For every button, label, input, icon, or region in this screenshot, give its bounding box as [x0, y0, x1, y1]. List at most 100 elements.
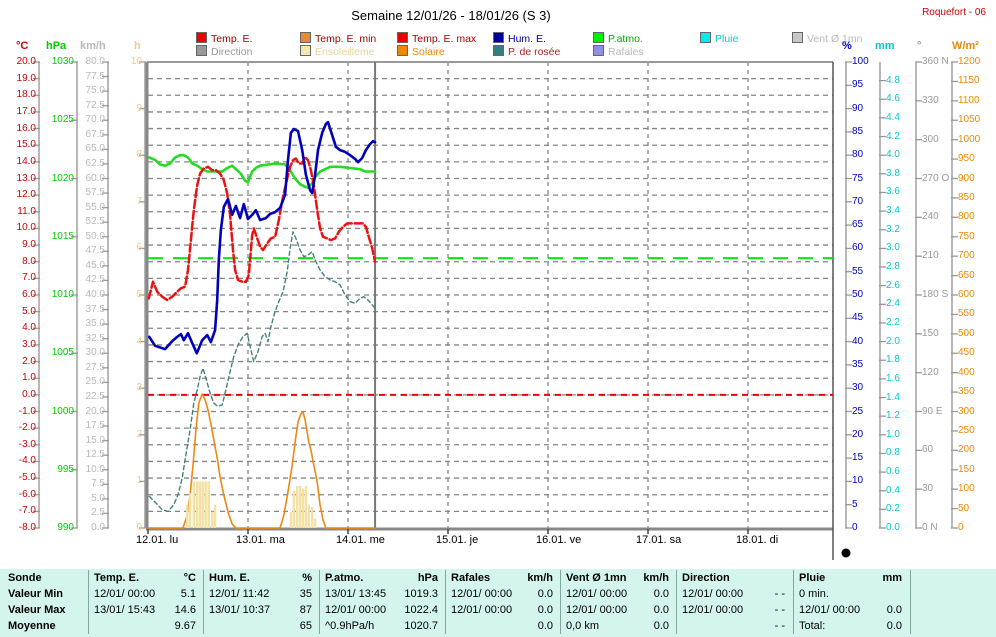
legend-swatch-icon — [300, 45, 311, 56]
axis-tick-label-temp: 4.0 — [22, 322, 36, 333]
legend-label: Ensoleilleme — [315, 46, 375, 58]
legend-item-p-atmo-: P.atmo. — [593, 32, 643, 45]
axis-tick-label-h: 9 — [136, 103, 142, 114]
scroll-thumb-dot[interactable] — [841, 548, 851, 558]
table-column-unit: km/h — [527, 572, 553, 584]
axis-tick-label-kmh: 0.0 — [91, 522, 105, 533]
table-column-header: P.atmo. — [325, 572, 364, 584]
legend-item-pluie: Pluie — [700, 32, 738, 45]
axis-tick-label-deg: 90 E — [922, 406, 943, 417]
bar-Ensoleillement — [310, 507, 314, 528]
bar-Ensoleillement — [301, 488, 305, 528]
axis-tick-label-wm2: 250 — [958, 425, 975, 436]
axis-tick-label-hum: 0 — [852, 522, 858, 533]
table-cell-value: 0.0 — [537, 620, 553, 632]
table-column-separator — [319, 570, 320, 634]
bar-Ensoleillement — [298, 486, 302, 528]
axis-tick-label-wm2: 300 — [958, 406, 975, 417]
axis-tick-label-deg: 60 — [922, 444, 934, 455]
table-cell-value: 0.0 — [537, 588, 553, 600]
axis-tick-label-hum: 40 — [852, 336, 864, 347]
table-cell-value: 0.0 — [886, 620, 902, 632]
axis-tick-label-temp: 5.0 — [22, 306, 36, 317]
table-cell-value: 1019.3 — [404, 588, 438, 600]
axis-tick-label-wm2: 1100 — [958, 95, 980, 106]
axis-tick-label-temp: -1.0 — [18, 406, 36, 417]
axis-tick-label-kmh: 37.5 — [85, 304, 105, 315]
axis-tick-label-mm: 1.6 — [886, 373, 900, 384]
table-column-header: Hum. E. — [209, 572, 250, 584]
legend-swatch-icon — [593, 45, 604, 56]
axis-tick-label-kmh: 7.5 — [91, 478, 105, 489]
x-axis-day-label: 18.01. di — [736, 534, 779, 546]
axis-tick-label-mm: 1.2 — [886, 410, 900, 421]
axis-tick-label-temp: 3.0 — [22, 339, 36, 350]
legend-item-temp-e-max: Temp. E. max — [397, 32, 476, 45]
page-title: Semaine 12/01/26 - 18/01/26 (S 3) — [351, 8, 551, 23]
bar-Ensoleillement — [185, 504, 189, 528]
axis-tick-label-hpa: 990 — [57, 522, 74, 533]
axis-tick-label-kmh: 5.0 — [91, 493, 105, 504]
table-column-separator — [560, 570, 561, 634]
table-cell-value: 35 — [299, 588, 312, 600]
axis-header-wm2: W/m² — [952, 40, 979, 52]
axis-tick-label-kmh: 32.5 — [85, 333, 105, 344]
table-column-unit: km/h — [643, 572, 669, 584]
bar-Ensoleillement — [307, 504, 311, 528]
legend-label: P. de rosée — [508, 46, 561, 58]
table-cell-value: 14.6 — [174, 604, 196, 616]
axis-tick-label-wm2: 350 — [958, 386, 975, 397]
axis-tick-label-deg: 210 — [922, 250, 939, 261]
axis-tick-label-mm: 3.4 — [886, 205, 900, 216]
axis-tick-label-temp: 10.0 — [16, 222, 36, 233]
axis-tick-label-deg: 270 O — [922, 173, 950, 184]
axis-tick-label-hpa: 1015 — [51, 231, 74, 242]
axis-tick-label-kmh: 70.0 — [85, 114, 105, 125]
axis-tick-label-h: 6 — [136, 242, 142, 253]
axis-tick-label-hum: 45 — [852, 312, 864, 323]
axis-tick-label-kmh: 47.5 — [85, 245, 105, 256]
axis-tick-label-hum: 95 — [852, 79, 864, 90]
axis-header-temp: °C — [16, 40, 29, 52]
bar-Ensoleillement — [210, 511, 214, 528]
axis-tick-label-temp: -7.0 — [18, 505, 36, 516]
axis-tick-label-temp: -3.0 — [18, 439, 36, 450]
axis-tick-label-hum: 50 — [852, 289, 864, 300]
legend-item-solaire: Solaire — [397, 45, 445, 58]
table-cell-time: 13/01/ 10:37 — [209, 604, 271, 616]
axis-tick-label-wm2: 800 — [958, 211, 975, 222]
table-column-header: Temp. E. — [94, 572, 140, 584]
table-cell-value: 65 — [299, 620, 312, 632]
table-column-unit: mm — [882, 572, 902, 584]
axis-tick-label-hpa: 1020 — [51, 173, 74, 184]
axis-tick-label-temp: 19.0 — [16, 73, 36, 84]
axis-tick-label-kmh: 20.0 — [85, 406, 105, 417]
axis-tick-label-mm: 3.6 — [886, 186, 900, 197]
bar-Ensoleillement — [295, 486, 299, 528]
axis-tick-label-hum: 20 — [852, 429, 864, 440]
axis-tick-label-kmh: 72.5 — [85, 100, 105, 111]
axis-tick-label-kmh: 45.0 — [85, 260, 105, 271]
table-column-header: Vent Ø 1mn — [566, 572, 627, 584]
bar-Ensoleillement — [192, 481, 196, 528]
table-cell-value: - - — [774, 588, 785, 600]
axis-tick-label-deg: 30 — [922, 483, 934, 494]
table-column-separator — [203, 570, 204, 634]
legend-item-rafales: Rafales — [593, 45, 644, 58]
axis-tick-label-mm: 4.4 — [886, 112, 900, 123]
axis-tick-label-mm: 4.2 — [886, 131, 900, 142]
axis-tick-label-h: 8 — [136, 149, 142, 160]
axis-tick-label-wm2: 850 — [958, 192, 975, 203]
table-cell-time: 12/01/ 00:00 — [94, 588, 156, 600]
table-cell-value: 0.0 — [653, 588, 669, 600]
legend-swatch-icon — [493, 45, 504, 56]
table-cell-time: 12/01/ 00:00 — [325, 604, 387, 616]
legend-label: Temp. E. — [211, 33, 253, 45]
axis-tick-label-temp: 13.0 — [16, 173, 36, 184]
axis-tick-label-wm2: 600 — [958, 289, 975, 300]
table-column-separator — [793, 570, 794, 634]
table-cell-time: 12/01/ 00:00 — [682, 604, 744, 616]
bar-Ensoleillement — [207, 481, 211, 528]
axis-tick-label-wm2: 750 — [958, 231, 975, 242]
